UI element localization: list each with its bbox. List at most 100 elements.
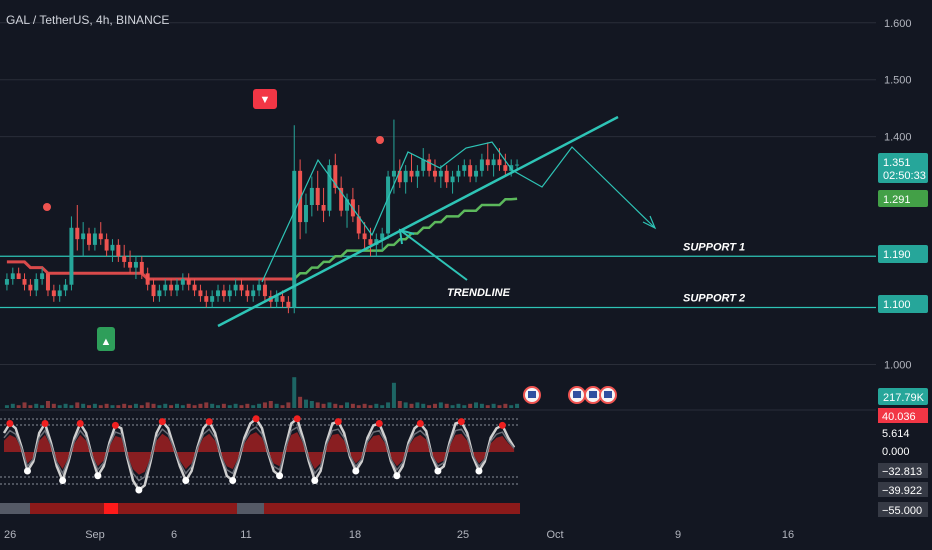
volume-bar xyxy=(122,403,127,408)
volume-bar xyxy=(251,405,256,408)
candle-body xyxy=(386,176,391,234)
candle-body xyxy=(438,170,443,177)
osc-trough-dot xyxy=(434,467,442,475)
volume-bar xyxy=(233,403,238,408)
volume-bar xyxy=(163,403,168,408)
ma-red-line xyxy=(6,260,295,281)
volume-bar xyxy=(327,402,332,408)
support-label: SUPPORT 2 xyxy=(683,293,745,305)
price-label-value: 1.291 xyxy=(883,194,911,206)
volume-bar xyxy=(456,403,461,408)
osc-peak-dot xyxy=(6,420,14,427)
volume-bar xyxy=(169,405,174,408)
osc-peak-dot xyxy=(76,420,84,427)
flag-canton xyxy=(604,391,612,398)
volume-bar xyxy=(303,399,308,408)
volume-bar xyxy=(34,403,39,408)
osc-trough-dot xyxy=(393,472,401,480)
volume-bar xyxy=(438,402,443,408)
candle-body xyxy=(321,205,326,211)
time-tick-label: 11 xyxy=(240,529,251,541)
candle-body xyxy=(368,239,373,245)
candle-body xyxy=(133,261,138,268)
volume-bar xyxy=(374,403,379,408)
volume-bar xyxy=(497,405,502,408)
volume-bar xyxy=(192,405,197,408)
candle-body xyxy=(139,261,144,274)
volume-bar xyxy=(421,403,426,408)
candle-body xyxy=(427,159,432,171)
volume-bar xyxy=(133,403,138,408)
candle-body xyxy=(274,296,279,302)
osc-peak-dot xyxy=(375,420,383,427)
volume-bar xyxy=(350,403,355,408)
oscillator-pane xyxy=(0,409,932,518)
candle-body xyxy=(45,273,50,291)
osc-peak-dot xyxy=(416,420,424,427)
volume-bar xyxy=(479,403,484,408)
volume-bar xyxy=(151,403,156,408)
buy-marker xyxy=(97,327,115,351)
time-tick-label: 9 xyxy=(675,529,681,541)
volume-bar xyxy=(321,403,326,408)
price-label-countdown: 02:50:33 xyxy=(883,170,926,182)
volume-bar xyxy=(57,405,62,408)
candle-body xyxy=(432,170,437,177)
price-tick-label: 1.600 xyxy=(884,18,912,30)
flag-canton xyxy=(573,391,581,398)
osc-trough-dot xyxy=(182,477,190,484)
volume-bar xyxy=(403,402,408,408)
signal-dot xyxy=(376,136,384,144)
candle-body xyxy=(34,279,39,291)
candle-body xyxy=(345,199,350,211)
osc-peak-dot xyxy=(252,415,260,423)
volume-bar xyxy=(474,402,479,408)
osc-trough-dot xyxy=(276,472,284,480)
candle-body xyxy=(81,233,86,240)
osc-peak-dot xyxy=(457,418,465,426)
volume-bar xyxy=(432,403,437,408)
moving-averages xyxy=(6,197,518,281)
volume-bar xyxy=(40,405,45,408)
price-label-box xyxy=(878,245,928,263)
osc-label-box xyxy=(878,463,928,478)
time-tick-label: 25 xyxy=(457,529,469,541)
candle-body xyxy=(397,170,402,183)
chart-title: GAL / TetherUS, 4h, BINANCE xyxy=(6,13,169,27)
candle-body xyxy=(186,279,191,285)
volume-bar xyxy=(198,403,203,408)
osc-peak-dot xyxy=(41,420,49,427)
candle-body xyxy=(239,284,244,291)
candle-body xyxy=(456,170,461,177)
volume-bar xyxy=(63,403,68,408)
volume-bar xyxy=(28,405,33,408)
candle-body xyxy=(22,279,27,285)
volume-bar xyxy=(368,405,373,408)
volume-bar xyxy=(286,402,291,408)
candle-body xyxy=(333,165,338,188)
volume-bar xyxy=(333,403,338,408)
volume-bar xyxy=(468,403,473,408)
trendline-pointer-head xyxy=(398,228,415,245)
volume-bar xyxy=(22,402,27,408)
time-tick-label: Sep xyxy=(85,529,105,541)
osc-label-value: −39.922 xyxy=(882,485,922,497)
candle-body xyxy=(479,159,484,171)
volume-bar xyxy=(216,405,221,408)
candle-body xyxy=(57,290,62,297)
flag-canton xyxy=(589,391,597,398)
volume-bar xyxy=(274,403,279,408)
volume-bar xyxy=(268,401,273,408)
candle-body xyxy=(92,233,97,245)
candle-body xyxy=(151,284,156,297)
volume-bar xyxy=(180,405,185,408)
osc-label-box xyxy=(878,482,928,497)
candle-body xyxy=(462,165,467,171)
volume-bar xyxy=(245,403,250,408)
osc-peak-dot xyxy=(334,418,342,426)
volume-bar xyxy=(292,377,297,408)
volume-bar xyxy=(515,403,520,408)
time-tick-label: 6 xyxy=(171,529,177,541)
candle-body xyxy=(262,284,267,297)
